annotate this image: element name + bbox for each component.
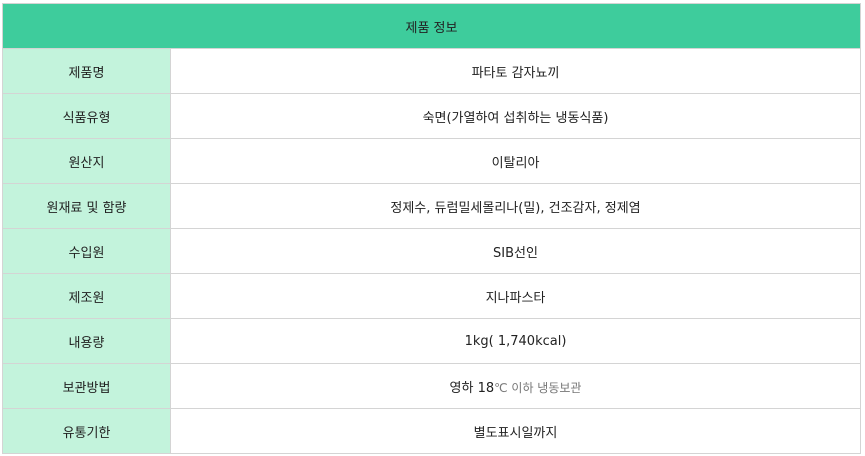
table-row: 내용량 1kg( 1,740kcal)	[2, 318, 861, 364]
row-value: 별도표시일까지	[170, 408, 861, 454]
row-value: 1kg( 1,740kcal)	[170, 318, 861, 364]
table-row: 제품명 파타토 감자뇨끼	[2, 48, 861, 94]
row-label: 내용량	[2, 318, 171, 364]
table-title: 제품 정보	[2, 3, 861, 49]
row-value: 지나파스타	[170, 273, 861, 319]
table-row: 원재료 및 함량 정제수, 듀럼밀세몰리나(밀), 건조감자, 정제염	[2, 183, 861, 229]
row-label: 제품명	[2, 48, 171, 94]
row-label: 원재료 및 함량	[2, 183, 171, 229]
table-row: 식품유형 숙면(가열하여 섭취하는 냉동식품)	[2, 93, 861, 139]
table-header-row: 제품 정보	[2, 3, 861, 49]
table-row: 보관방법 영하 18℃ 이하 냉동보관	[2, 363, 861, 409]
row-label: 제조원	[2, 273, 171, 319]
storage-note: ℃ 이하 냉동보관	[494, 380, 582, 395]
product-info-table: 제품 정보 제품명 파타토 감자뇨끼 식품유형 숙면(가열하여 섭취하는 냉동식품)…	[2, 3, 861, 454]
row-value: SIB선인	[170, 228, 861, 274]
row-value: 숙면(가열하여 섭취하는 냉동식품)	[170, 93, 861, 139]
row-label: 유통기한	[2, 408, 171, 454]
table-row: 수입원 SIB선인	[2, 228, 861, 274]
row-label: 식품유형	[2, 93, 171, 139]
row-label: 보관방법	[2, 363, 171, 409]
table-row: 원산지 이탈리아	[2, 138, 861, 184]
row-value: 이탈리아	[170, 138, 861, 184]
table-row: 제조원 지나파스타	[2, 273, 861, 319]
row-label: 원산지	[2, 138, 171, 184]
row-value: 정제수, 듀럼밀세몰리나(밀), 건조감자, 정제염	[170, 183, 861, 229]
row-label: 수입원	[2, 228, 171, 274]
table-row: 유통기한 별도표시일까지	[2, 408, 861, 454]
storage-temp: 영하 18	[449, 380, 495, 396]
row-value: 파타토 감자뇨끼	[170, 48, 861, 94]
row-value: 영하 18℃ 이하 냉동보관	[170, 363, 861, 409]
